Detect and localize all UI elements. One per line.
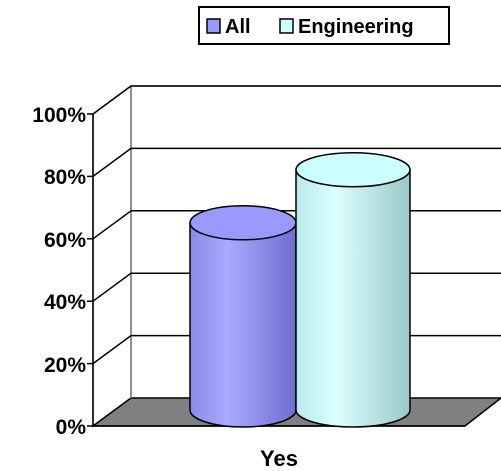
bar-top-all [189, 205, 297, 241]
side-wall [92, 84, 132, 428]
legend-label-all: All [225, 16, 251, 38]
gridline-side [92, 334, 132, 365]
y-tick-label-100: 100% [32, 104, 86, 127]
y-tick-label-40: 40% [44, 291, 86, 314]
gridline-side [92, 210, 132, 240]
legend-swatch-engineering [279, 18, 294, 34]
y-tick-label-80: 80% [44, 166, 86, 189]
bar-body-engineering [295, 169, 411, 428]
y-tick-label-20: 20% [44, 354, 86, 377]
bar-body-all [189, 222, 297, 428]
gridline-side [92, 147, 132, 178]
y-axis: 0% 20% 40% 60% 80% 100% [32, 104, 93, 439]
legend-swatch-all [206, 18, 221, 34]
gridline-side [92, 272, 132, 302]
bar-engineering [295, 152, 411, 428]
legend-frame [198, 6, 450, 45]
bar-all [189, 205, 297, 428]
x-category-label-yes: Yes [260, 446, 298, 471]
y-tick-label-60: 60% [44, 229, 86, 252]
y-tick-marks [87, 113, 93, 427]
gridline-side [92, 85, 132, 115]
legend: All Engineering [198, 6, 450, 45]
legend-label-engineering: Engineering [298, 16, 414, 38]
bars [189, 152, 411, 428]
bar-top-engineering [295, 152, 411, 188]
y-tick-label-0: 0% [56, 416, 87, 439]
